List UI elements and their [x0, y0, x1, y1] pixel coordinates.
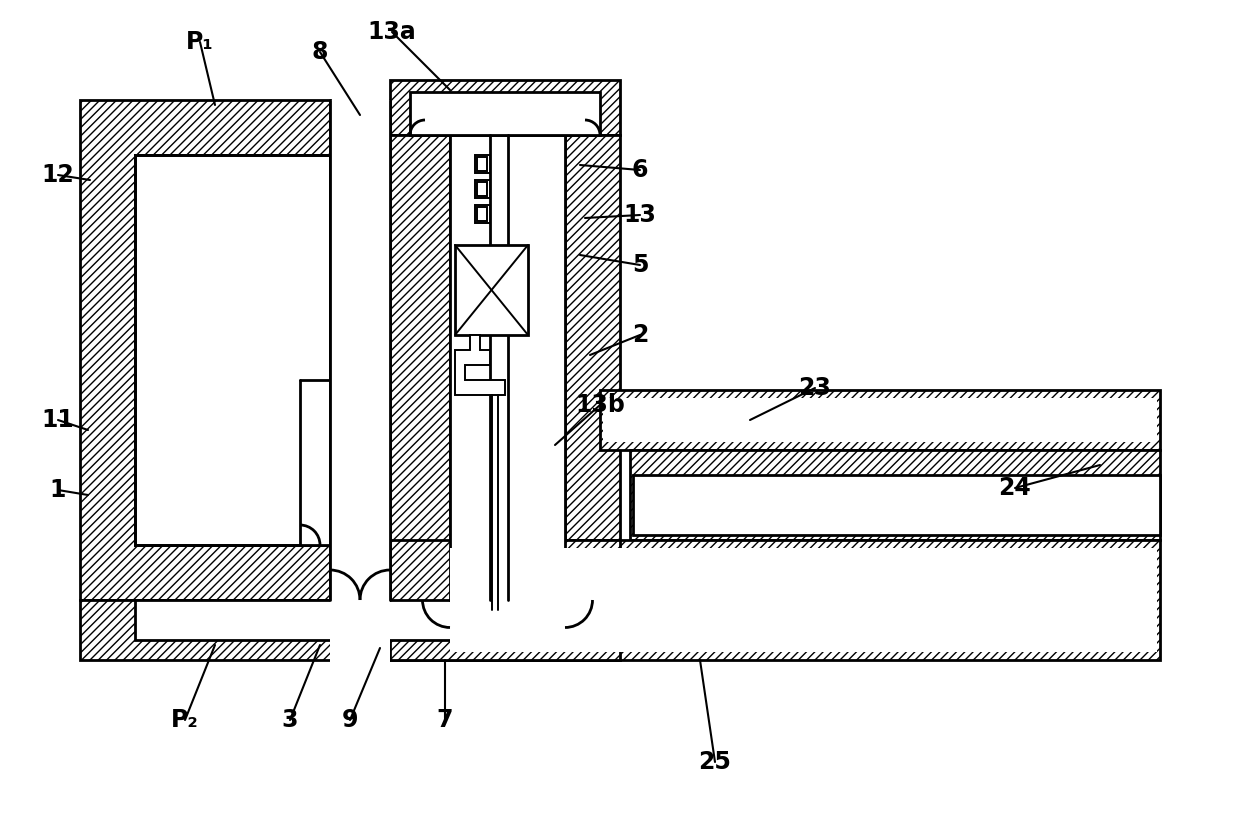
Polygon shape — [600, 390, 1159, 450]
Polygon shape — [632, 475, 1159, 535]
Polygon shape — [477, 207, 487, 221]
Polygon shape — [455, 335, 505, 395]
Polygon shape — [330, 100, 391, 700]
Polygon shape — [450, 135, 565, 600]
Polygon shape — [477, 182, 487, 196]
Polygon shape — [477, 157, 487, 171]
Polygon shape — [135, 600, 565, 640]
Polygon shape — [410, 92, 600, 135]
Text: 25: 25 — [698, 750, 732, 774]
Polygon shape — [630, 450, 1159, 540]
Polygon shape — [391, 135, 450, 600]
Polygon shape — [475, 205, 490, 223]
Polygon shape — [470, 540, 1159, 660]
Polygon shape — [450, 548, 618, 652]
Polygon shape — [391, 80, 620, 135]
Text: 11: 11 — [42, 408, 74, 432]
Polygon shape — [565, 135, 620, 600]
Text: 23: 23 — [799, 376, 832, 400]
Text: 9: 9 — [342, 708, 358, 732]
Polygon shape — [475, 180, 490, 198]
Polygon shape — [472, 548, 1157, 652]
Polygon shape — [135, 155, 330, 545]
Text: 1: 1 — [50, 478, 66, 502]
Text: 6: 6 — [631, 158, 649, 182]
Text: 13b: 13b — [575, 393, 625, 417]
Text: 2: 2 — [632, 323, 649, 347]
Text: 3: 3 — [281, 708, 299, 732]
Polygon shape — [81, 100, 330, 600]
Polygon shape — [475, 155, 490, 173]
Text: 24: 24 — [998, 476, 1032, 500]
Polygon shape — [455, 245, 528, 335]
Text: 5: 5 — [631, 253, 649, 277]
Text: 7: 7 — [436, 708, 454, 732]
Text: P₁: P₁ — [186, 30, 213, 54]
Polygon shape — [81, 600, 620, 660]
Text: 12: 12 — [42, 163, 74, 187]
Text: 13a: 13a — [367, 20, 417, 44]
Text: 13: 13 — [624, 203, 656, 227]
Polygon shape — [391, 540, 620, 660]
Text: 8: 8 — [311, 40, 329, 64]
Text: P₂: P₂ — [171, 708, 198, 732]
Polygon shape — [603, 398, 1157, 442]
